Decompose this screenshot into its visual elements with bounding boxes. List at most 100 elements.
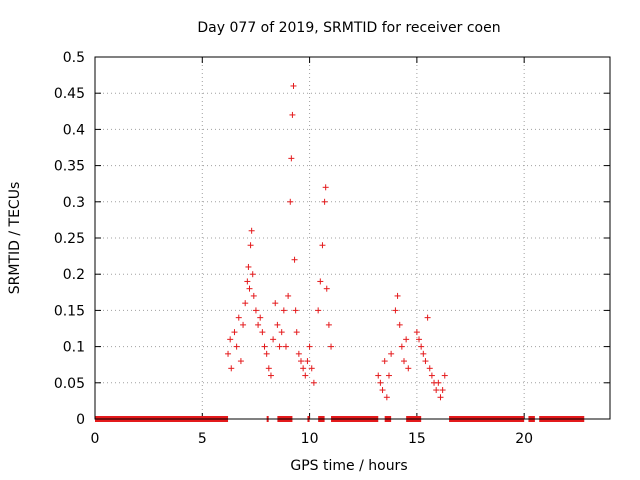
data-point xyxy=(394,292,401,299)
data-point xyxy=(401,358,407,365)
data-point xyxy=(304,358,311,365)
data-point xyxy=(428,372,435,379)
data-point xyxy=(398,343,405,350)
data-point xyxy=(227,336,234,343)
data-point xyxy=(317,278,324,285)
data-point xyxy=(437,394,444,401)
data-point xyxy=(381,358,388,365)
y-tick-label: 0.3 xyxy=(63,195,85,211)
data-point xyxy=(249,271,256,278)
y-tick-label: 0.05 xyxy=(54,376,85,392)
data-point xyxy=(325,321,332,328)
grid-lines xyxy=(95,57,610,419)
data-point xyxy=(323,285,330,292)
data-point xyxy=(328,343,335,350)
data-point xyxy=(375,372,382,379)
data-point xyxy=(435,379,442,386)
y-tick-label: 0.1 xyxy=(63,340,85,356)
data-point xyxy=(416,336,423,343)
data-point xyxy=(287,198,294,205)
chart-title: Day 077 of 2019, SRMTID for receiver coe… xyxy=(197,20,500,36)
y-tick-label: 0.2 xyxy=(63,267,85,283)
x-tick-label: 15 xyxy=(408,431,426,447)
data-point xyxy=(306,343,313,350)
y-tick-label: 0.15 xyxy=(54,303,85,319)
data-point xyxy=(237,358,244,365)
data-point xyxy=(298,358,304,365)
data-point xyxy=(244,278,251,285)
x-tick-label: 20 xyxy=(515,431,533,447)
y-tick-label: 0.25 xyxy=(54,231,85,247)
data-point xyxy=(418,343,425,350)
data-point xyxy=(235,314,242,321)
data-point xyxy=(310,379,317,386)
data-point xyxy=(250,292,257,299)
data-point xyxy=(242,300,249,307)
data-point xyxy=(392,307,399,314)
data-point xyxy=(385,372,392,379)
data-point xyxy=(233,343,240,350)
data-point xyxy=(245,263,252,270)
x-axis-label: GPS time / hours xyxy=(290,458,407,474)
data-point xyxy=(225,350,232,357)
data-point xyxy=(270,336,277,343)
data-point xyxy=(426,365,433,372)
data-point xyxy=(295,350,302,357)
y-tick-label: 0 xyxy=(76,412,85,428)
data-point xyxy=(439,387,446,394)
data-point xyxy=(308,365,315,372)
data-point xyxy=(319,242,326,249)
data-point xyxy=(280,307,287,314)
axis-ticks: 0 0.05 0.1 0.15 0.2 0.25 0.3 0.35 0.4 0.45 0.5 0 5 10… xyxy=(54,50,610,447)
data-point xyxy=(261,343,268,350)
data-point xyxy=(441,372,448,379)
y-tick-label: 0.35 xyxy=(54,159,85,175)
data-point xyxy=(288,155,295,162)
x-tick-label: 0 xyxy=(91,431,100,447)
data-point xyxy=(405,365,412,372)
data-point xyxy=(248,227,255,234)
y-tick-label: 0.4 xyxy=(63,122,85,138)
data-point xyxy=(246,285,253,292)
data-point xyxy=(259,329,266,336)
plot-frame xyxy=(94,56,611,420)
data-point xyxy=(252,307,259,314)
data-points xyxy=(95,82,585,422)
data-point xyxy=(274,321,281,328)
data-point xyxy=(247,242,254,249)
x-tick-label: 10 xyxy=(301,431,319,447)
data-point xyxy=(240,321,247,328)
y-tick-label: 0.45 xyxy=(54,86,85,102)
y-axis-label: SRMTID / TECUs xyxy=(7,182,23,295)
data-point xyxy=(315,307,322,314)
data-point xyxy=(290,82,297,89)
data-point xyxy=(292,307,299,314)
data-point xyxy=(278,329,285,336)
data-point xyxy=(267,372,274,379)
data-point xyxy=(379,387,386,394)
data-point xyxy=(300,365,307,372)
data-point xyxy=(383,394,390,401)
x-tick-label: 5 xyxy=(198,431,207,447)
data-point xyxy=(322,184,329,191)
data-point xyxy=(231,329,238,336)
y-tick-label: 0.5 xyxy=(63,50,85,66)
data-point xyxy=(403,336,410,343)
data-point xyxy=(302,372,309,379)
data-point xyxy=(272,300,279,307)
data-point xyxy=(293,329,300,336)
data-point xyxy=(422,358,429,365)
data-point xyxy=(263,350,270,357)
data-point xyxy=(265,365,272,372)
data-point xyxy=(420,350,427,357)
data-point xyxy=(291,256,298,263)
data-point xyxy=(377,379,384,386)
data-point xyxy=(396,321,403,328)
data-point xyxy=(433,387,440,394)
data-point xyxy=(285,292,292,299)
data-point xyxy=(388,350,395,357)
data-point xyxy=(282,343,289,350)
data-point xyxy=(228,365,235,372)
